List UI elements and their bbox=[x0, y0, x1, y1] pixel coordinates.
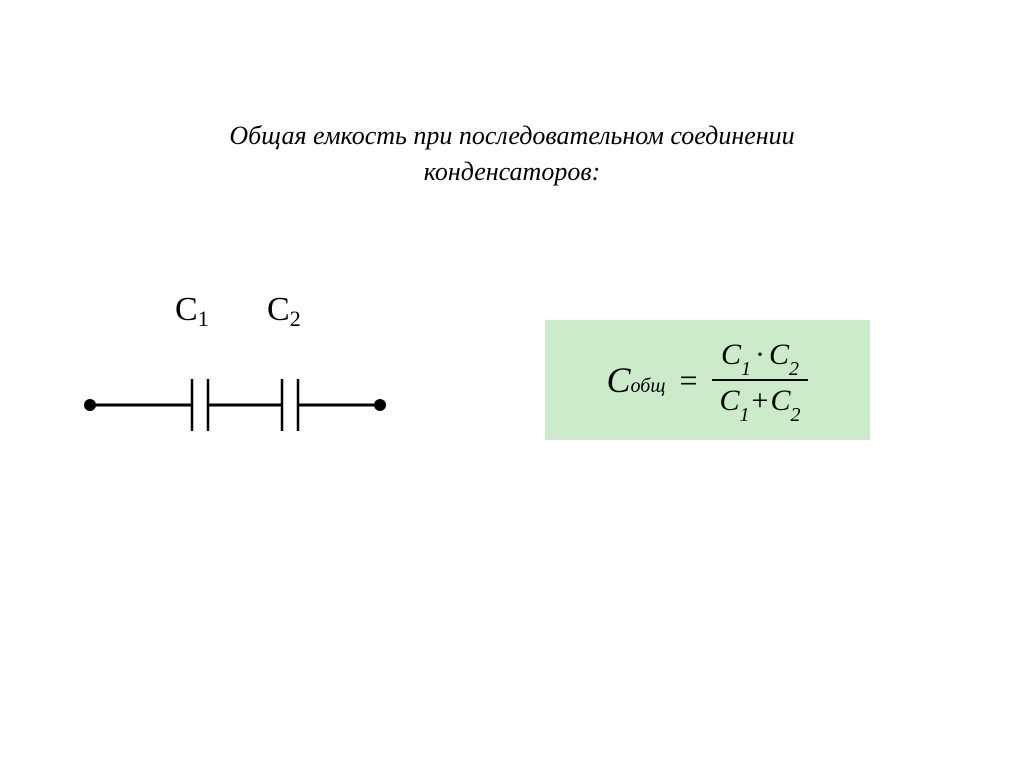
num-c2-sub: 2 bbox=[789, 358, 799, 380]
c-total: Cобщ bbox=[607, 359, 666, 401]
plus-sign: + bbox=[752, 384, 769, 417]
circuit-svg: C1 C2 bbox=[75, 290, 395, 450]
title-line-1: Общая емкость при последовательном соеди… bbox=[229, 121, 794, 150]
den-c1-sub: 1 bbox=[740, 404, 750, 426]
den-c2-sub: 2 bbox=[790, 404, 800, 426]
num-c1-sub: 1 bbox=[741, 358, 751, 380]
page-title: Общая емкость при последовательном соеди… bbox=[0, 118, 1024, 191]
c-total-main: C bbox=[607, 359, 631, 401]
den-c1: C bbox=[720, 384, 740, 417]
denominator: C1+C2 bbox=[712, 381, 809, 425]
mult-sign: · bbox=[755, 338, 765, 371]
num-c2: C bbox=[769, 338, 789, 371]
fraction: C1·C2 C1+C2 bbox=[712, 335, 809, 425]
title-line-2: конденсаторов: bbox=[424, 157, 601, 186]
terminal-right bbox=[374, 399, 386, 411]
den-c2: C bbox=[770, 384, 790, 417]
capacitor-1-label: C1 bbox=[175, 291, 209, 331]
equals-sign: = bbox=[679, 362, 697, 399]
c-total-sub: общ bbox=[631, 375, 666, 398]
circuit-diagram: C1 C2 bbox=[75, 290, 395, 450]
numerator: C1·C2 bbox=[713, 335, 807, 379]
num-c1: C bbox=[721, 338, 741, 371]
capacitor-2-label: C2 bbox=[267, 291, 301, 331]
formula-box: Cобщ = C1·C2 C1+C2 bbox=[545, 320, 870, 440]
formula: Cобщ = C1·C2 C1+C2 bbox=[607, 335, 809, 425]
